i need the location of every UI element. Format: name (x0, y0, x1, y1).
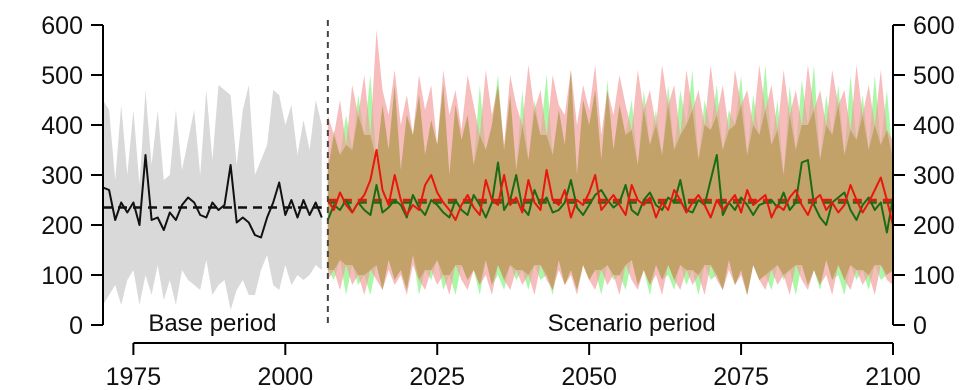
right-y-tick-label: 500 (913, 62, 955, 90)
scenario-period-label: Scenario period (548, 310, 716, 337)
series-lines (102, 149, 894, 239)
x-tick-label: 1975 (106, 363, 162, 390)
base-band (103, 85, 322, 310)
right-y-tick-label: 0 (913, 312, 927, 340)
axes (91, 20, 905, 355)
left-y-tick-label: 600 (41, 12, 83, 40)
left-y-tick-label: 0 (69, 312, 83, 340)
right-y-tick-label: 200 (913, 212, 955, 240)
base-series-line (102, 154, 323, 239)
overlap-band (327, 70, 893, 295)
right-y-tick-label: 300 (913, 162, 955, 190)
x-tick-label: 2025 (409, 363, 465, 390)
left-y-tick-label: 200 (41, 212, 83, 240)
left-y-tick-label: 100 (41, 262, 83, 290)
base-period-label: Base period (148, 310, 276, 337)
right-y-tick-label: 400 (913, 112, 955, 140)
x-tick-label: 2075 (713, 363, 769, 390)
left-y-tick-label: 500 (41, 62, 83, 90)
left-y-tick-label: 400 (41, 112, 83, 140)
tick-labels: 0 0 100 100 200 200 300 300 400 400 500 500 600 600 19… (41, 12, 954, 390)
right-y-tick-label: 100 (913, 262, 955, 290)
red-series-line (326, 149, 894, 226)
x-tick-label: 2050 (561, 363, 617, 390)
left-y-tick-label: 300 (41, 162, 83, 190)
right-y-tick-label: 600 (913, 12, 955, 40)
x-tick-label: 2100 (865, 363, 921, 390)
uncertainty-bands (103, 30, 893, 310)
x-tick-label: 2000 (257, 363, 313, 390)
green-series-line (326, 154, 894, 234)
